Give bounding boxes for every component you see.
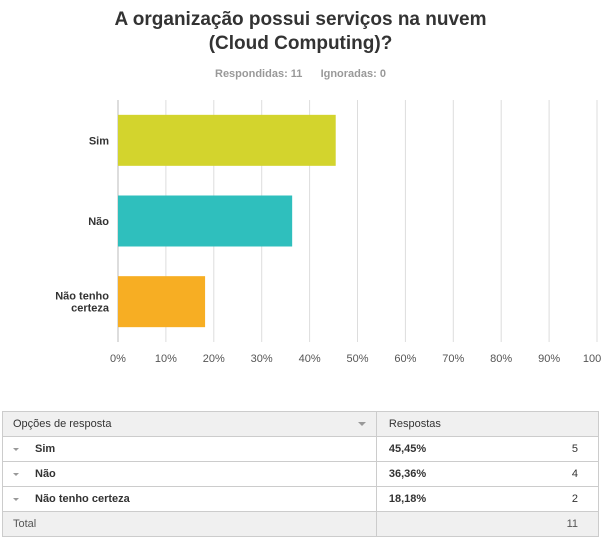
option-label: Não tenho certeza <box>35 493 130 505</box>
option-label: Sim <box>35 443 56 455</box>
category-label: Não tenho <box>55 291 109 303</box>
option-count: 5 <box>571 443 578 455</box>
sort-arrow-icon[interactable] <box>357 422 366 426</box>
x-tick-label: 50% <box>346 353 368 365</box>
category-label: Não <box>88 216 109 228</box>
x-tick-label: 30% <box>251 353 273 365</box>
option-percent: 36,36% <box>388 468 427 480</box>
x-tick-label: 60% <box>394 353 416 365</box>
x-tick-label: 0% <box>110 353 126 365</box>
option-percent: 45,45% <box>388 443 427 455</box>
x-tick-label: 20% <box>203 353 225 365</box>
option-count: 2 <box>571 493 578 505</box>
question-title: A organização possui serviços na nuvem (… <box>0 8 601 56</box>
table-total-row: Total 11 <box>2 511 600 537</box>
header-options-label: Opções de resposta <box>13 418 112 430</box>
header-responses-label: Respostas <box>388 418 441 430</box>
category-label: Sim <box>89 135 109 147</box>
header-options-cell[interactable]: Opções de resposta <box>2 411 377 437</box>
x-tick-label: 100% <box>583 353 601 365</box>
table-header-row: Opções de resposta Respostas <box>2 411 600 437</box>
x-tick-label: 80% <box>490 353 512 365</box>
x-tick-label: 10% <box>155 353 177 365</box>
expand-arrow-icon[interactable] <box>13 472 19 476</box>
response-meta: Respondidas: 11 Ignoradas: 0 <box>0 68 601 80</box>
skipped-label: Ignoradas: <box>320 68 377 80</box>
option-count: 4 <box>571 468 578 480</box>
bar <box>118 276 206 328</box>
category-label: certeza <box>71 303 110 315</box>
total-count: 11 <box>566 518 578 530</box>
option-label: Não <box>35 468 56 480</box>
response-summary-table: Opções de resposta Respostas Sim 45,45% 5… <box>2 411 600 537</box>
x-tick-label: 70% <box>442 353 464 365</box>
bar <box>118 195 293 247</box>
table-row: Não 36,36% 4 <box>2 461 600 487</box>
answered-label: Respondidas: <box>215 68 288 80</box>
expand-arrow-icon[interactable] <box>13 497 19 501</box>
table-row: Não tenho certeza 18,18% 2 <box>2 486 600 512</box>
bar <box>118 114 336 166</box>
total-label: Total <box>13 518 37 530</box>
question-title-line-1: A organização possui serviços na nuvem <box>114 9 487 30</box>
question-title-line-2: (Cloud Computing)? <box>208 33 393 54</box>
skipped-count: 0 <box>379 68 386 80</box>
expand-arrow-icon[interactable] <box>13 447 19 451</box>
table-row: Sim 45,45% 5 <box>2 436 600 462</box>
x-tick-label: 40% <box>299 353 321 365</box>
bar-chart: 0% 10% 20% 30% 40% 50% 60% 70% 80% 90% 100% Sim Não N… <box>55 100 601 365</box>
x-tick-label: 90% <box>538 353 560 365</box>
option-percent: 18,18% <box>388 493 427 505</box>
answered-count: 11 <box>290 68 303 80</box>
header-responses-cell: Respostas <box>375 411 600 437</box>
